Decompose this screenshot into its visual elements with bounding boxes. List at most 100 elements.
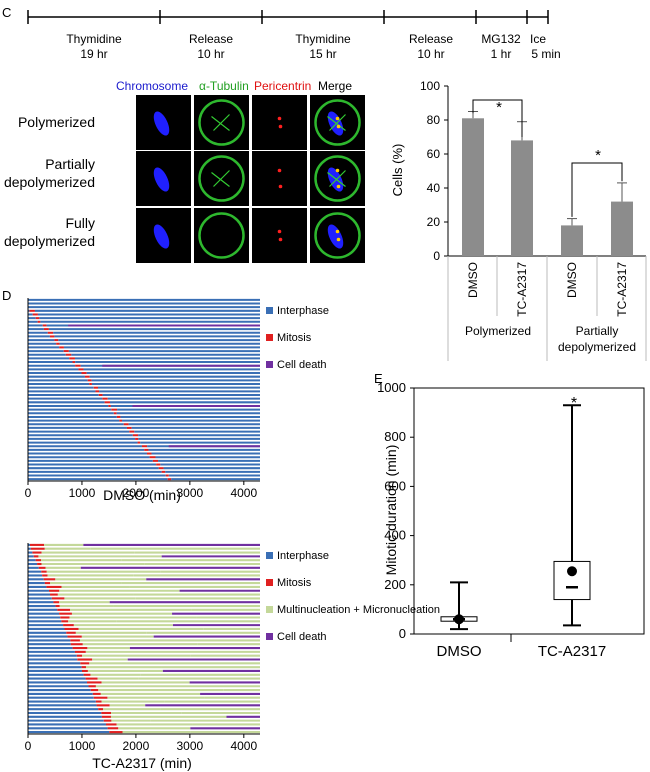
timeline-duration-3: 15 hr [309, 47, 336, 61]
timeline-step-6: Ice [530, 32, 546, 46]
box-y-tick-label: 1000 [377, 380, 406, 395]
pericentrin-mark [278, 184, 283, 189]
pericentrin-mark [336, 237, 341, 242]
bar-mark [511, 140, 533, 256]
timeline-x-tick-label: 3000 [177, 486, 204, 500]
timeline-x-tick-label: 0 [25, 739, 32, 753]
panel-label-d: D [2, 288, 11, 303]
spindle-mark [211, 114, 230, 131]
bar-y-tick-label: 40 [427, 181, 441, 195]
chromosome-mark [153, 224, 170, 249]
tubulin-mark [314, 155, 361, 202]
timeline-x-tick-label: 1000 [69, 739, 96, 753]
tubulin-mark [198, 99, 245, 146]
bar-y-tick-label: 60 [427, 147, 441, 161]
bar-ylabel: Cells (%) [390, 144, 405, 197]
micrograph-tile [252, 95, 307, 150]
box-y-tick-label: 400 [384, 528, 406, 543]
pericentrin-mark [335, 229, 340, 234]
micrograph-grid [136, 95, 365, 263]
timeline-legend-label: Interphase [277, 550, 329, 562]
tubulin-mark [314, 99, 361, 146]
timeline-x-tick-label: 2000 [123, 486, 150, 500]
tubulin-mark [198, 212, 245, 259]
dmso-cell-timeline: 0 1000 2000 3000 4000 Interphase Mitosis Cell d… [25, 298, 329, 500]
pericentrin-mark [335, 168, 340, 173]
box-plot-frame [413, 387, 645, 635]
bar-y-tick-label: 100 [420, 79, 440, 93]
channel-label-merge: Merge [318, 79, 352, 93]
pericentrin-mark [277, 168, 282, 173]
pericentrin-mark [336, 184, 341, 189]
row-label-fully-2: depolymerized [4, 233, 95, 249]
timeline-x-tick-label: 1000 [69, 486, 96, 500]
bar-mark [611, 201, 633, 256]
timeline-step-5: MG132 [481, 32, 521, 46]
box-significance: * [571, 395, 577, 412]
bar-significance-2: * [595, 147, 601, 164]
timeline-duration-4: 10 hr [417, 47, 444, 61]
timeline-legend-label: Cell death [277, 359, 327, 371]
box-category-label: DMSO [437, 643, 482, 660]
channel-label-pericentrin: Pericentrin [254, 79, 311, 93]
box-y-tick-label: 200 [384, 577, 406, 592]
timeline-step-4: Release [409, 32, 453, 46]
bar-group-polymerized: Polymerized [465, 324, 531, 338]
timeline-legend-swatch [266, 361, 273, 368]
channel-label-chromosome: Chromosome [116, 79, 188, 93]
panel-label-c: C [2, 5, 11, 20]
channel-label-tubulin: α-Tubulin [199, 79, 249, 93]
pericentrin-mark [278, 237, 283, 242]
timeline-legend-label: Interphase [277, 305, 329, 317]
panel-label-e: E [374, 371, 383, 386]
micrograph-tile [194, 208, 249, 263]
timeline-x-tick-label: 4000 [230, 486, 257, 500]
cells-bar-chart: Cells (%) * * Polymerized Partially depo… [390, 79, 647, 361]
pericentrin-mark [277, 116, 282, 121]
spindle-mark [327, 170, 346, 187]
pericentrin-mark [278, 124, 283, 129]
row-label-partially: Partially [45, 156, 95, 172]
micrograph-tile [252, 151, 307, 206]
bar-mark [561, 225, 583, 256]
timeline-legend-label: Multinucleation + Micronucleation [277, 604, 440, 616]
timeline-x-tick-label: 4000 [230, 739, 257, 753]
timeline-step-3: Thymidine [295, 32, 351, 46]
timeline-legend-swatch [266, 334, 273, 341]
spindle-mark [327, 114, 346, 131]
timeline1-xlabel: DMSO (min) [103, 487, 181, 503]
timeline-step-2: Release [189, 32, 233, 46]
timeline2-xlabel: TC-A2317 (min) [92, 755, 192, 771]
timeline-duration-5: 1 hr [491, 47, 512, 61]
pericentrin-mark [277, 229, 282, 234]
bar-category-label: DMSO [565, 262, 579, 298]
tubulin-mark [314, 212, 361, 259]
box-y-tick-label: 600 [384, 478, 406, 493]
box-category-label: TC-A2317 [538, 643, 606, 660]
bar-bracket-1 [472, 99, 523, 137]
box-ylabel: Mitotic duration (min) [383, 445, 399, 576]
micrograph-tile [252, 208, 307, 263]
chromosome-mark [327, 224, 344, 249]
timeline-legend-swatch [266, 633, 273, 640]
row-label-polymerized: Polymerized [18, 114, 95, 130]
timeline-step-1: Thymidine [66, 32, 122, 46]
chromosome-mark [327, 111, 344, 136]
timeline-x-tick-label: 0 [25, 486, 32, 500]
bar-category-label: DMSO [466, 262, 480, 298]
timeline-legend-label: Cell death [277, 631, 327, 643]
timeline-legend-label: Mitosis [277, 332, 312, 344]
row-label-fully: Fully [65, 215, 95, 231]
chromosome-mark [153, 111, 170, 136]
pericentrin-mark [336, 124, 341, 129]
pericentrin-mark [335, 116, 340, 121]
timeline-x-tick-label: 3000 [177, 739, 204, 753]
timeline-legend-swatch [266, 606, 273, 613]
box-y-tick-label: 800 [384, 429, 406, 444]
bar-bracket-2 [571, 162, 623, 217]
timeline-legend-swatch [266, 552, 273, 559]
bar-significance-1: * [496, 99, 502, 116]
bar-mark [462, 118, 484, 256]
bar-y-tick-label: 80 [427, 113, 441, 127]
box-mean-dot [567, 566, 577, 577]
